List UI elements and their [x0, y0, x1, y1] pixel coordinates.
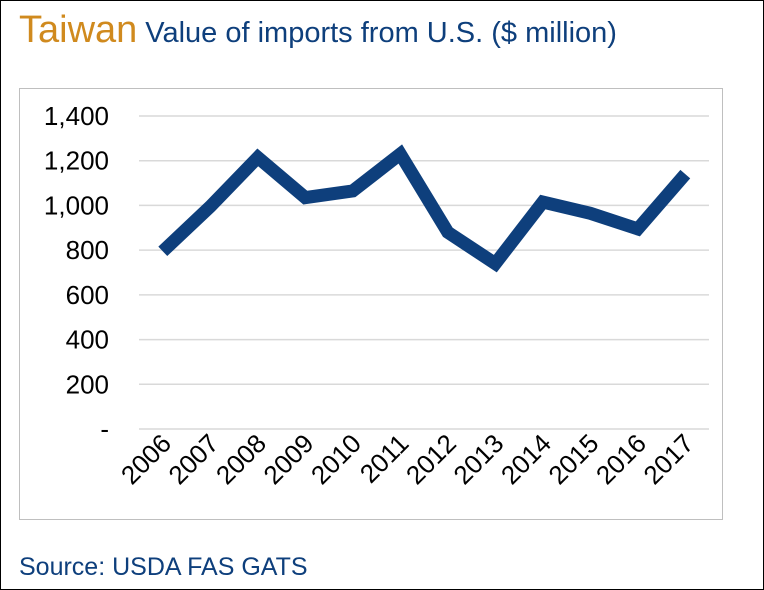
x-tick-label: 2010 — [305, 428, 367, 490]
y-tick-label: 1,000 — [44, 190, 109, 220]
y-tick-label: 200 — [66, 369, 109, 399]
x-tick-label: 2014 — [495, 428, 557, 490]
y-tick-label: 600 — [66, 280, 109, 310]
x-tick-label: 2008 — [210, 428, 272, 490]
y-tick-label: 400 — [66, 325, 109, 355]
x-axis-ticks: 2006200720082009201020112012201320142015… — [115, 428, 700, 490]
chart-title: Value of imports from U.S. ($ million) — [145, 17, 617, 49]
x-tick-label: 2009 — [257, 428, 319, 490]
x-tick-label: 2011 — [354, 428, 415, 489]
series-line — [158, 144, 691, 273]
country-title: Taiwan — [19, 9, 138, 51]
source-note: Source: USDA FAS GATS — [19, 553, 308, 581]
x-tick-label: 2016 — [590, 428, 652, 490]
x-tick-label: 2015 — [542, 428, 604, 490]
y-tick-label: 1,400 — [44, 101, 109, 131]
plot-area-border — [19, 88, 723, 520]
y-axis-ticks: - 200 400 600 800 1,000 1,200 1,400 — [44, 101, 109, 444]
x-tick-label: 2013 — [447, 428, 509, 490]
x-tick-label: 2007 — [162, 428, 224, 490]
x-tick-label: 2017 — [637, 428, 699, 490]
x-tick-label: 2012 — [400, 428, 462, 490]
y-tick-label: 1,200 — [44, 146, 109, 176]
chart-header: Taiwan Value of imports from U.S. ($ mill… — [19, 9, 617, 52]
series-layer — [158, 144, 691, 273]
gridlines — [139, 115, 709, 430]
y-tick-label: 800 — [66, 235, 109, 265]
y-tick-label: - — [100, 414, 109, 444]
x-tick-label: 2006 — [115, 428, 177, 490]
